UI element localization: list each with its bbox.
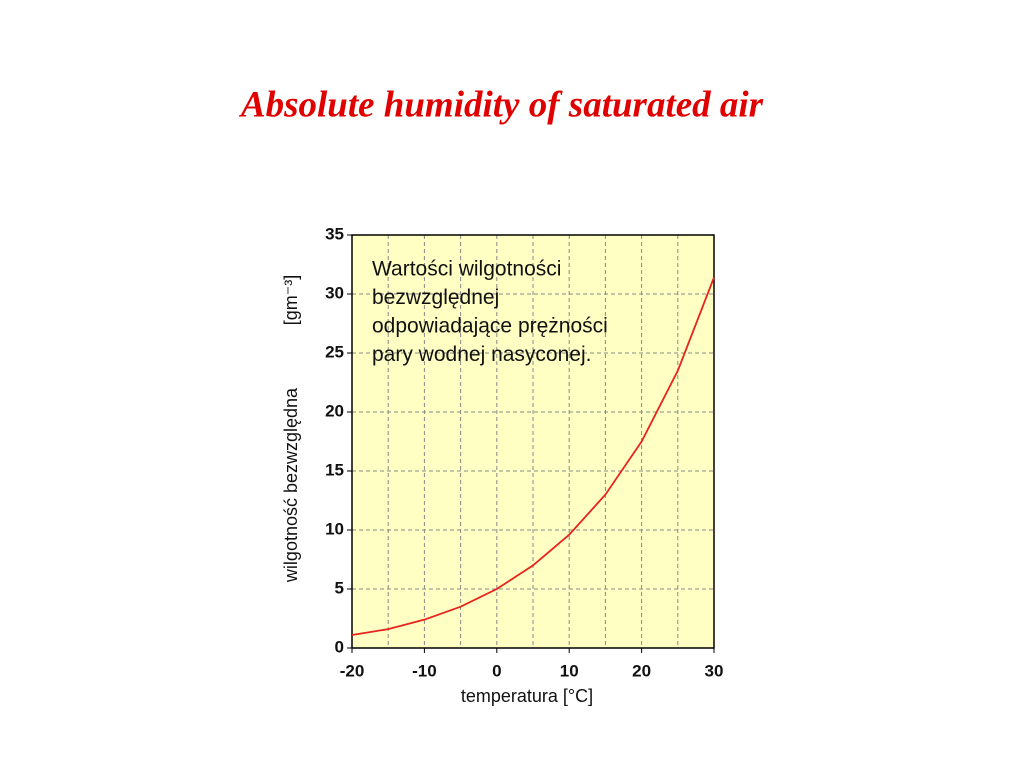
- y-tick-label: 10: [325, 519, 344, 538]
- annotation-line: bezwzględnej: [372, 286, 499, 309]
- y-tick-label: 0: [335, 637, 344, 656]
- annotation-line: pary wodnej nasyconej.: [372, 343, 591, 366]
- x-tick-label: 10: [560, 661, 579, 680]
- y-tick-label: 20: [325, 401, 344, 420]
- data-line: [351, 277, 715, 636]
- x-tick-label: 0: [492, 661, 501, 680]
- y-tick-label: 35: [325, 224, 344, 243]
- x-tick-label: -10: [412, 661, 437, 680]
- y-tick-label: 25: [325, 342, 344, 361]
- x-tick-label: 20: [632, 661, 651, 680]
- annotation-line: odpowiadające prężności: [372, 315, 608, 338]
- y-tick-label: 15: [325, 460, 344, 479]
- y-axis-unit: [gm⁻³]: [281, 275, 301, 326]
- x-tick-label: -20: [340, 661, 365, 680]
- plot-frame: [351, 234, 715, 649]
- y-tick-label: 30: [325, 283, 344, 302]
- annotation-line: Wartości wilgotności: [372, 258, 561, 281]
- x-tick-label: 30: [705, 661, 724, 680]
- y-tick-label: 5: [335, 578, 344, 597]
- y-axis-label: wilgotność bezwzględna: [281, 387, 301, 583]
- x-axis-label: temperatura [°C]: [461, 686, 593, 706]
- slide-title: Absolute humidity of saturated air: [239, 84, 764, 125]
